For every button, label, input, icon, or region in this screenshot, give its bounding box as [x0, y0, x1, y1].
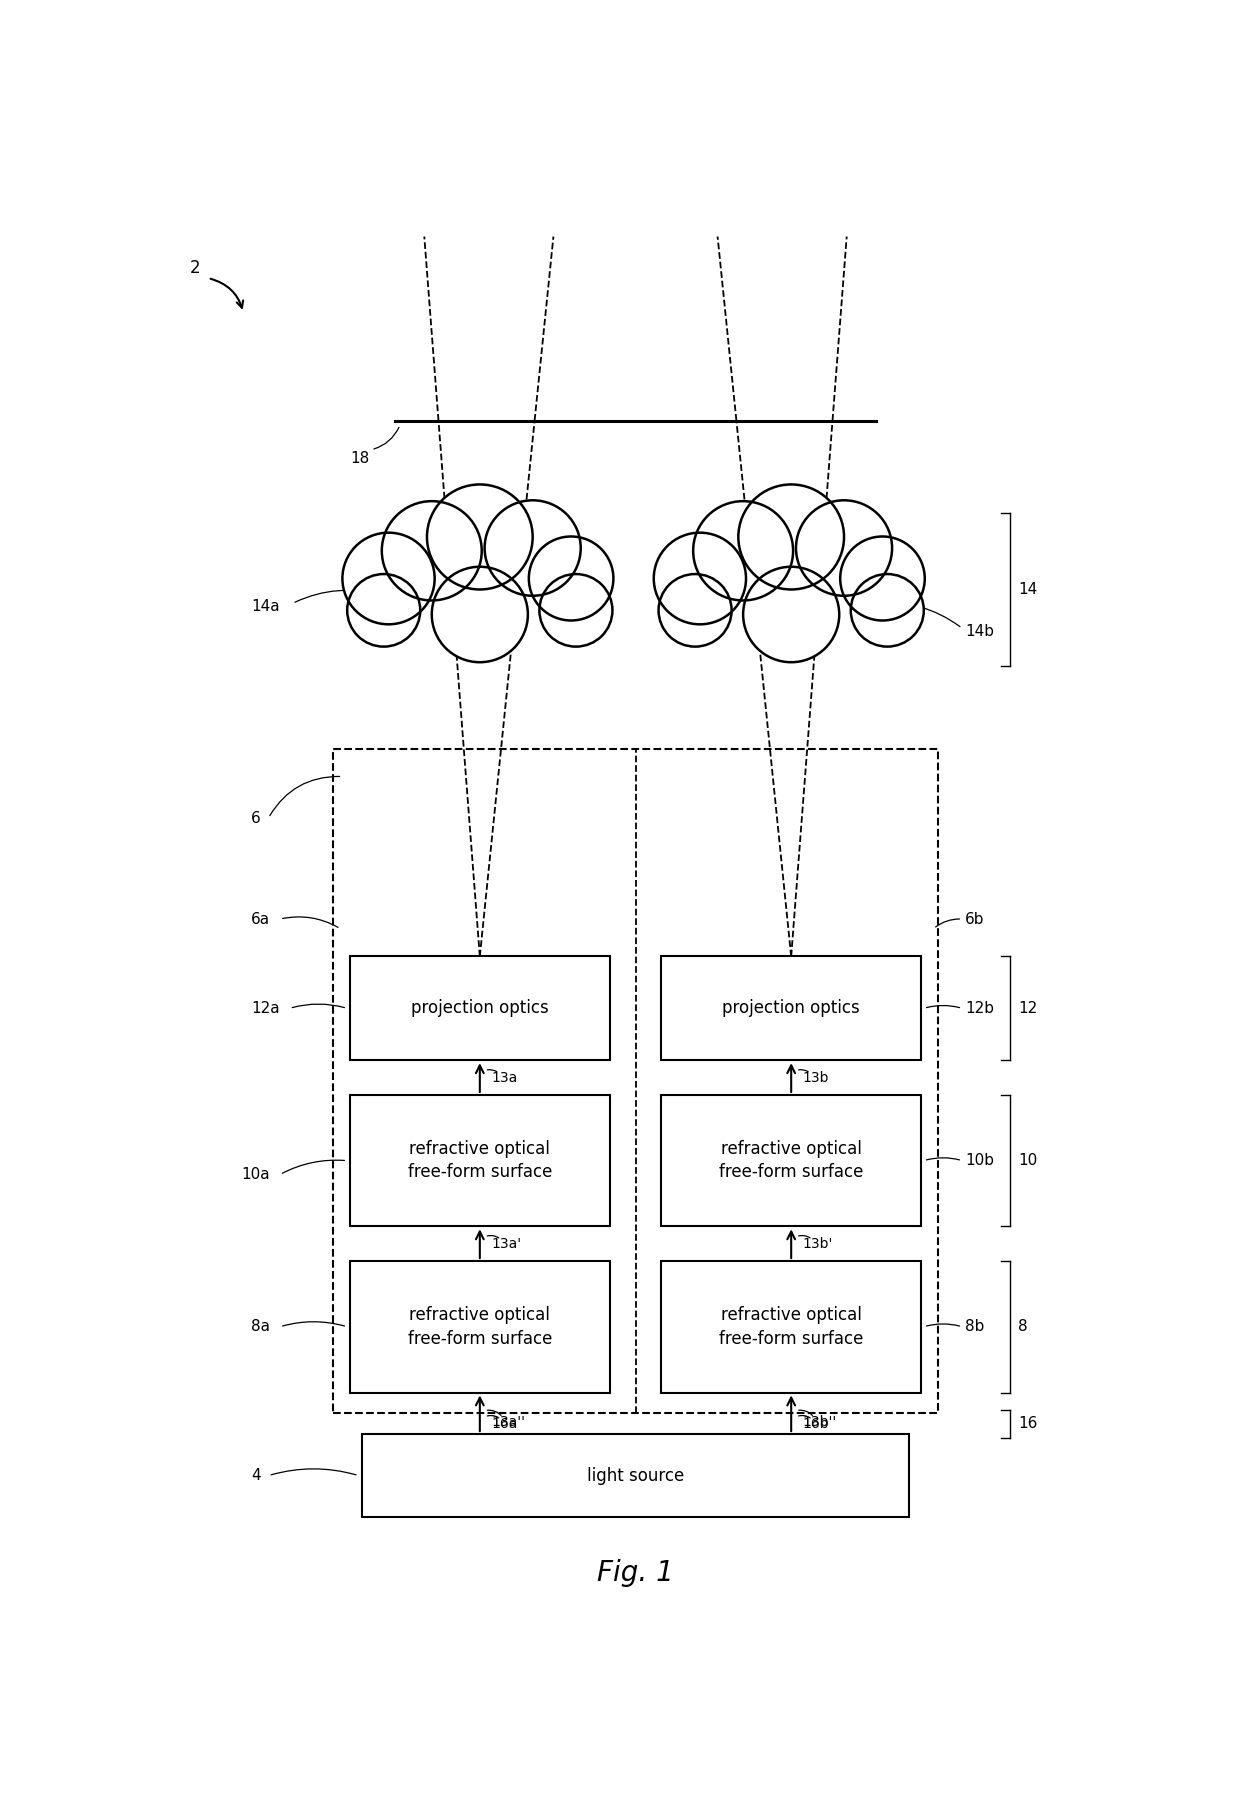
Ellipse shape: [851, 574, 924, 647]
Text: refractive optical
free-form surface: refractive optical free-form surface: [408, 1140, 552, 1181]
Text: projection optics: projection optics: [723, 1000, 861, 1018]
Ellipse shape: [658, 574, 732, 647]
Text: 4: 4: [250, 1469, 260, 1483]
Text: 16b: 16b: [802, 1417, 830, 1431]
Text: 13a'': 13a'': [491, 1415, 526, 1429]
Bar: [661, 957, 921, 1061]
Text: 14b: 14b: [965, 624, 994, 638]
Text: 14: 14: [1018, 583, 1037, 597]
Text: light source: light source: [587, 1467, 684, 1485]
Text: 2: 2: [190, 259, 201, 277]
Ellipse shape: [743, 566, 839, 662]
Text: 10a: 10a: [242, 1167, 270, 1181]
Ellipse shape: [485, 500, 580, 595]
Ellipse shape: [841, 536, 925, 620]
Text: 6: 6: [250, 811, 260, 825]
Text: 18: 18: [350, 451, 370, 466]
Text: refractive optical
free-form surface: refractive optical free-form surface: [408, 1305, 552, 1347]
Text: 12b: 12b: [965, 1001, 994, 1016]
Text: 13b': 13b': [802, 1237, 833, 1251]
Ellipse shape: [347, 574, 420, 647]
Ellipse shape: [342, 532, 435, 624]
Ellipse shape: [432, 566, 528, 662]
Text: 12: 12: [1018, 1001, 1037, 1016]
Bar: [332, 748, 939, 1413]
Text: 16a: 16a: [491, 1417, 518, 1431]
Ellipse shape: [539, 574, 613, 647]
Text: 14a: 14a: [252, 599, 280, 613]
Ellipse shape: [427, 484, 533, 590]
Ellipse shape: [528, 536, 614, 620]
Text: 8b: 8b: [965, 1320, 985, 1334]
Text: 6b: 6b: [965, 912, 985, 926]
Text: refractive optical
free-form surface: refractive optical free-form surface: [719, 1140, 863, 1181]
Bar: [661, 1095, 921, 1226]
Ellipse shape: [382, 502, 481, 601]
Text: 13a': 13a': [491, 1237, 522, 1251]
Text: refractive optical
free-form surface: refractive optical free-form surface: [719, 1305, 863, 1347]
Ellipse shape: [693, 502, 794, 601]
Text: Fig. 1: Fig. 1: [598, 1559, 673, 1586]
Ellipse shape: [796, 500, 892, 595]
Text: 10: 10: [1018, 1153, 1037, 1169]
Text: 16: 16: [1018, 1417, 1038, 1431]
Text: 13b: 13b: [802, 1070, 830, 1084]
Text: 6a: 6a: [252, 912, 270, 926]
Bar: [661, 1260, 921, 1392]
Ellipse shape: [738, 484, 844, 590]
Bar: [362, 1435, 909, 1518]
Text: 10b: 10b: [965, 1153, 994, 1169]
Bar: [350, 1095, 610, 1226]
Text: 12a: 12a: [252, 1001, 280, 1016]
Text: 8a: 8a: [252, 1320, 270, 1334]
Bar: [350, 1260, 610, 1392]
Text: 8: 8: [1018, 1320, 1028, 1334]
Bar: [350, 957, 610, 1061]
Text: 13a: 13a: [491, 1070, 517, 1084]
Text: 13b'': 13b'': [802, 1415, 837, 1429]
Text: projection optics: projection optics: [410, 1000, 548, 1018]
Ellipse shape: [653, 532, 746, 624]
